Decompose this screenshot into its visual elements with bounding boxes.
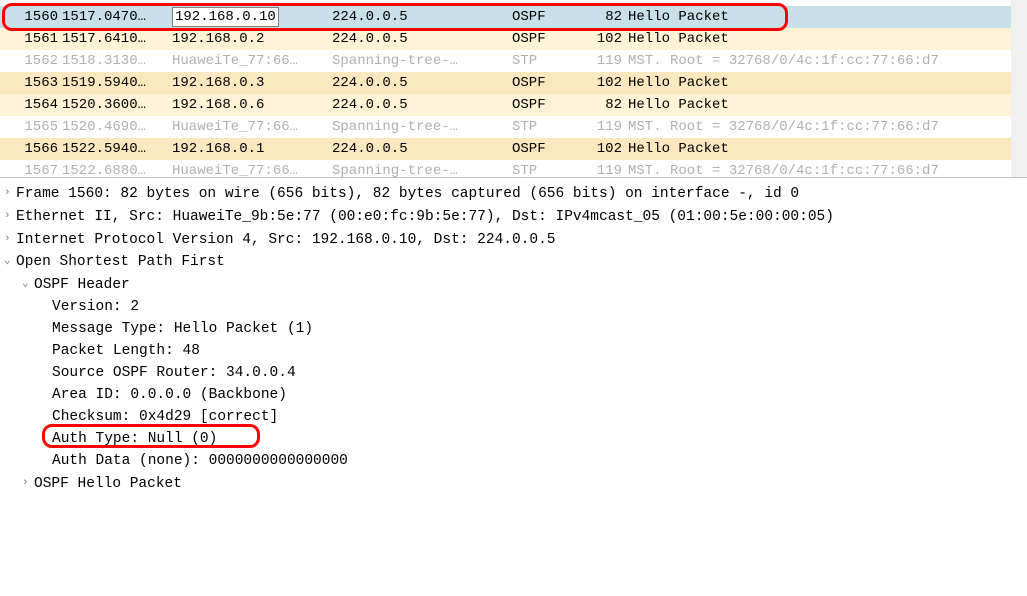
cell-len: 82 — [580, 6, 626, 28]
field-areaid[interactable]: Area ID: 0.0.0.0 (Backbone) — [4, 384, 1023, 406]
field-checksum[interactable]: Checksum: 0x4d29 [correct] — [4, 406, 1023, 428]
src-edit-box[interactable]: 192.168.0.10 — [172, 7, 279, 27]
packet-details-pane: ›Frame 1560: 82 bytes on wire (656 bits)… — [0, 178, 1027, 499]
tree-ip[interactable]: ›Internet Protocol Version 4, Src: 192.1… — [4, 228, 1023, 251]
table-row-selected[interactable]: 1560 1517.0470… 192.168.0.10 224.0.0.5 O… — [0, 6, 1027, 28]
cell-proto: OSPF — [510, 6, 580, 28]
tree-ospf-header[interactable]: ⌄OSPF Header — [4, 273, 1023, 296]
caret-down-icon[interactable]: ⌄ — [22, 273, 34, 295]
tree-ethernet[interactable]: ›Ethernet II, Src: HuaweiTe_9b:5e:77 (00… — [4, 205, 1023, 228]
table-row[interactable]: 1567 1522.6880… HuaweiTe_77:66… Spanning… — [0, 160, 1027, 178]
cell-dst: 224.0.0.5 — [330, 6, 510, 28]
table-row[interactable]: 1561 1517.6410… 192.168.0.2 224.0.0.5 OS… — [0, 28, 1027, 50]
cell-info: Hello Packet — [626, 6, 1027, 28]
scrollbar-vertical[interactable] — [1011, 0, 1027, 177]
cell-time: 1517.0470… — [60, 6, 170, 28]
caret-right-icon[interactable]: › — [22, 472, 34, 494]
cell-no: 1560 — [0, 6, 60, 28]
field-authtype[interactable]: Auth Type: Null (0) — [4, 428, 1023, 450]
caret-right-icon[interactable]: › — [4, 205, 16, 227]
field-pktlen[interactable]: Packet Length: 48 — [4, 340, 1023, 362]
tree-ospf-hello[interactable]: ›OSPF Hello Packet — [4, 472, 1023, 495]
table-row[interactable]: 1565 1520.4690… HuaweiTe_77:66… Spanning… — [0, 116, 1027, 138]
table-row[interactable]: 1564 1520.3600… 192.168.0.6 224.0.0.5 OS… — [0, 94, 1027, 116]
table-row[interactable]: 1563 1519.5940… 192.168.0.3 224.0.0.5 OS… — [0, 72, 1027, 94]
field-msgtype[interactable]: Message Type: Hello Packet (1) — [4, 318, 1023, 340]
packet-list-pane: 768/0/4c:1f:cc:77:66:d7 1560 1517.0470… … — [0, 0, 1027, 178]
tree-frame[interactable]: ›Frame 1560: 82 bytes on wire (656 bits)… — [4, 182, 1023, 205]
field-srcrouter[interactable]: Source OSPF Router: 34.0.0.4 — [4, 362, 1023, 384]
caret-right-icon[interactable]: › — [4, 228, 16, 250]
tree-ospf[interactable]: ⌄Open Shortest Path First — [4, 250, 1023, 273]
cell-src: 192.168.0.10 — [170, 6, 330, 28]
caret-down-icon[interactable]: ⌄ — [4, 250, 16, 272]
caret-right-icon[interactable]: › — [4, 182, 16, 204]
field-authdata[interactable]: Auth Data (none): 0000000000000000 — [4, 450, 1023, 472]
table-row[interactable]: 1566 1522.5940… 192.168.0.1 224.0.0.5 OS… — [0, 138, 1027, 160]
field-version[interactable]: Version: 2 — [4, 296, 1023, 318]
table-row[interactable]: 1562 1518.3130… HuaweiTe_77:66… Spanning… — [0, 50, 1027, 72]
